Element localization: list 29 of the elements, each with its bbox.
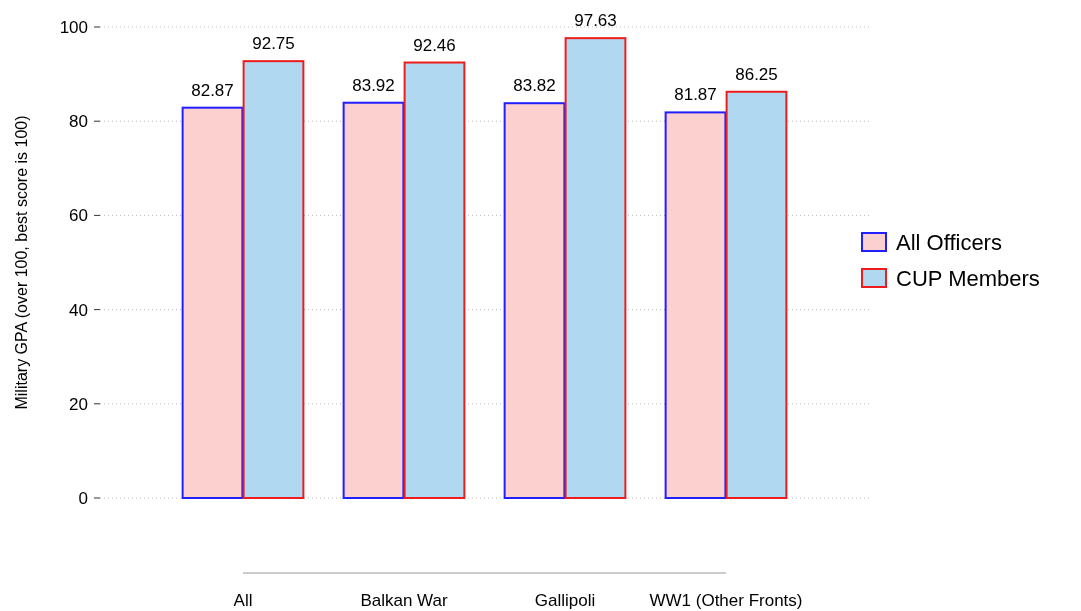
data-label: 86.25 bbox=[735, 64, 778, 84]
bar bbox=[403, 61, 466, 499]
data-label: 82.87 bbox=[191, 80, 234, 100]
y-tick-label: 100 bbox=[59, 17, 88, 37]
data-label: 92.75 bbox=[252, 34, 295, 54]
y-tick-label: 0 bbox=[78, 488, 88, 508]
data-label: 81.87 bbox=[674, 85, 717, 105]
bar bbox=[342, 101, 405, 499]
y-tick-label: 60 bbox=[69, 206, 88, 226]
legend-label: CUP Members bbox=[896, 265, 1040, 291]
data-label: 83.92 bbox=[352, 75, 395, 95]
bar bbox=[242, 60, 305, 499]
data-label: 83.82 bbox=[513, 76, 556, 96]
x-tick-label: Gallipoli bbox=[534, 591, 596, 610]
legend-label: All Officers bbox=[896, 229, 1002, 255]
x-tick-label: Balkan War bbox=[360, 591, 448, 610]
y-tick-label: 80 bbox=[69, 112, 88, 132]
x-tick-label: WW1 (Other Fronts) bbox=[649, 591, 803, 610]
data-label: 97.63 bbox=[574, 11, 617, 31]
data-label: 92.46 bbox=[413, 35, 456, 55]
y-axis-title: Military GPA (over 100, best score is 100) bbox=[13, 115, 30, 410]
bar bbox=[725, 90, 788, 499]
y-tick-label: 20 bbox=[69, 394, 88, 414]
y-tick-label: 40 bbox=[69, 300, 88, 320]
bar bbox=[181, 106, 244, 499]
bar bbox=[503, 102, 566, 499]
bar bbox=[664, 111, 727, 499]
x-tick-label: All bbox=[233, 591, 253, 610]
bar bbox=[564, 37, 627, 499]
